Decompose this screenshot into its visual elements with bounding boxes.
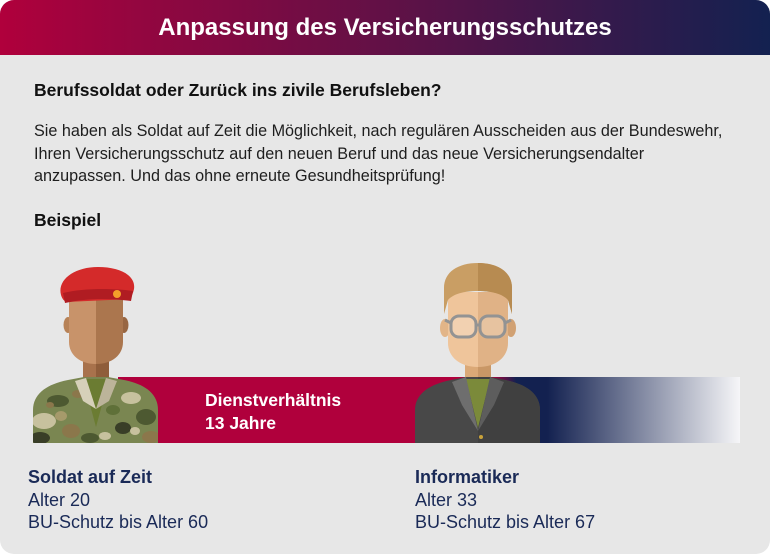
service-relationship-text: Dienstverhältnis (205, 390, 342, 410)
soldier-illustration (33, 267, 158, 443)
intro-heading: Berufssoldat oder Zurück ins zivile Beru… (34, 80, 442, 100)
beret-badge (113, 290, 121, 298)
jacket-button (479, 435, 483, 439)
profile-soldier-age: Alter 20 (28, 489, 91, 510)
service-duration-label: Dienstverhältnis 13 Jahre (205, 389, 341, 435)
profile-soldier-title: Soldat auf Zeit (28, 467, 153, 487)
service-duration-years: 13 Jahre (205, 413, 277, 433)
example-heading: Beispiel (34, 210, 102, 230)
beret-icon (60, 267, 135, 303)
career-transition-illustration (33, 263, 740, 443)
profile-soldier: Soldat auf Zeit Alter 20 BU-Schutz bis A… (28, 466, 208, 534)
header-banner: Anpassung des Versicherungsschutzes (0, 0, 770, 55)
soldier-head (63, 296, 129, 364)
it-professional-shirt-collar (452, 377, 504, 439)
soldier-collar (75, 378, 117, 427)
profile-it-professional-coverage: BU-Schutz bis Alter 67 (415, 512, 596, 532)
glasses-icon (444, 314, 512, 339)
it-professional-hair (444, 263, 512, 314)
profile-it-professional: Informatiker Alter 33 BU-Schutz bis Alte… (415, 466, 595, 534)
soldier-camouflage-uniform (33, 377, 158, 443)
it-professional-illustration (415, 263, 540, 443)
profile-it-professional-title: Informatiker (415, 467, 520, 487)
page-title: Anpassung des Versicherungsschutzes (158, 14, 612, 41)
it-professional-head (440, 292, 516, 367)
intro-paragraph: Sie haben als Soldat auf Zeit die Möglic… (34, 122, 723, 185)
profile-soldier-coverage: BU-Schutz bis Alter 60 (28, 512, 209, 532)
profile-it-professional-age: Alter 33 (415, 489, 478, 510)
